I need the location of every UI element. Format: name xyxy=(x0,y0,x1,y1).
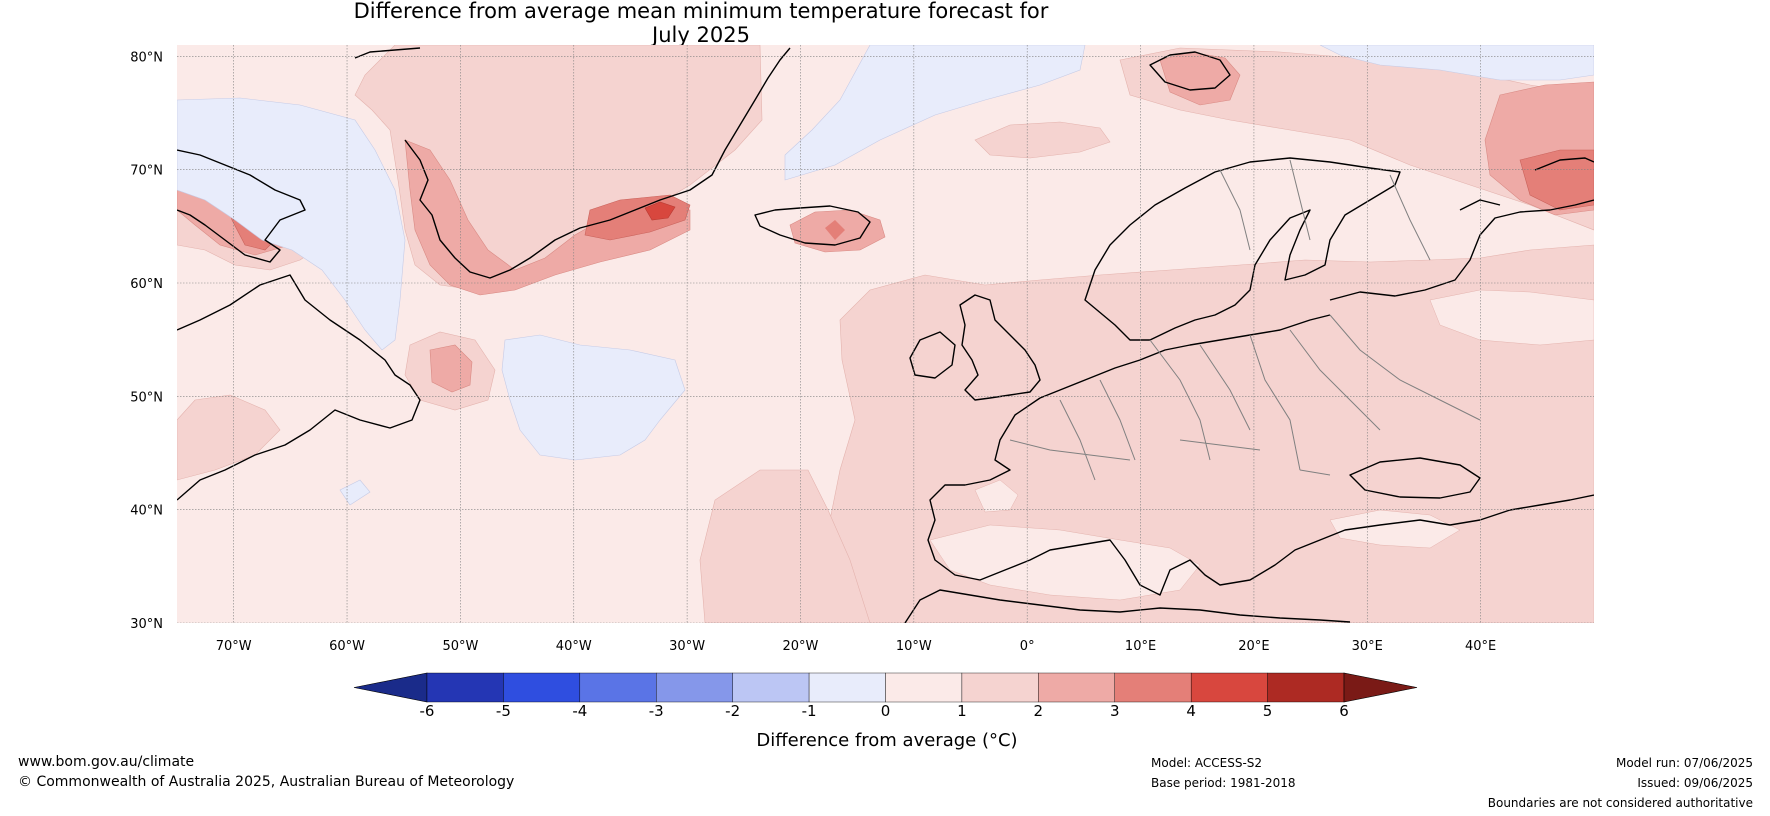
coastline-baffin xyxy=(177,149,306,263)
lon-label: 60°W xyxy=(329,639,365,654)
anomaly-hot-greenland-south xyxy=(404,139,691,296)
website-text: www.bom.gov.au/climate xyxy=(18,754,195,770)
anomaly-mild-iberia xyxy=(974,479,1019,513)
lon-label: 40°W xyxy=(556,639,592,654)
lon-label: 20°W xyxy=(783,639,819,654)
colorbar-tick-label: -3 xyxy=(649,702,664,720)
lon-label: 40°E xyxy=(1465,639,1496,654)
colorbar-extend-high xyxy=(1343,672,1418,703)
anomaly-hot-labrador xyxy=(429,344,473,393)
coastline-ireland xyxy=(909,331,956,379)
border-lines xyxy=(1009,159,1481,481)
coastline-africa xyxy=(904,589,1351,623)
anomaly-hottest-greenland xyxy=(644,201,676,221)
coastline-novaya-zemlya xyxy=(1459,157,1594,211)
colorbar-tick-label: -4 xyxy=(572,702,587,720)
country-borders xyxy=(1009,159,1481,481)
colorbar-tick-label: -5 xyxy=(496,702,511,720)
anomaly-mild-mediterranean xyxy=(929,524,1201,601)
copyright-text: © Commonwealth of Australia 2025, Austra… xyxy=(18,774,515,790)
colorbar-tick-label: 3 xyxy=(1110,702,1120,720)
colorbar-segment xyxy=(426,672,504,703)
colorbar: -6 -5 -4 -3 -2 -1 0 1 2 3 4 5 6 xyxy=(353,672,1418,720)
colorbar-tick-label: -1 xyxy=(802,702,817,720)
map-area xyxy=(177,45,1594,623)
lon-label: 0° xyxy=(1020,639,1035,654)
longitude-labels: 70°W 60°W 50°W 40°W 30°W 20°W 10°W 0° 10°E 20°E 30… xyxy=(216,639,1497,654)
lon-label: 30°E xyxy=(1352,639,1383,654)
colorbar-segment xyxy=(885,672,963,703)
anomaly-mild-turkey xyxy=(1329,509,1461,549)
coastline-scandinavia xyxy=(1084,157,1401,341)
anomaly-region-atlantic xyxy=(699,469,871,623)
lat-label: 40°N xyxy=(130,504,163,519)
colorbar-segment xyxy=(961,672,1039,703)
lat-label: 50°N xyxy=(130,390,163,405)
anomaly-region-norwegian xyxy=(974,121,1111,159)
colorbar-tick-label: 1 xyxy=(957,702,967,720)
lon-label: 20°E xyxy=(1238,639,1269,654)
colorbar-segment xyxy=(1190,672,1268,703)
coastline-svalbard xyxy=(1149,51,1231,91)
anomaly-cool-central-atlantic xyxy=(501,334,686,461)
coastline-finland-russia xyxy=(1329,199,1594,301)
anomaly-cool-greenland-sea xyxy=(784,45,1086,181)
anomaly-region-arctic-ne xyxy=(1119,47,1594,231)
colorbar-segment xyxy=(1038,672,1115,703)
base-period-text: Base period: 1981-2018 xyxy=(1151,776,1296,790)
colorbar-segment xyxy=(656,672,733,703)
lon-label: 50°W xyxy=(442,639,478,654)
colorbar-tick-label: -6 xyxy=(420,702,435,720)
colorbar-title: Difference from average (°C) xyxy=(756,730,1018,751)
coastline-black-sea xyxy=(1349,457,1481,499)
colorbar-segment xyxy=(808,672,886,703)
coastline-labrador xyxy=(177,274,421,501)
map-title: Difference from average mean minimum tem… xyxy=(0,0,1402,47)
anomaly-hotter-barents xyxy=(1519,149,1594,211)
lon-label: 70°W xyxy=(216,639,252,654)
colorbar-segment xyxy=(732,672,810,703)
lon-label: 10°W xyxy=(896,639,932,654)
gridlines xyxy=(177,45,1594,623)
colorbar-segment xyxy=(503,672,581,703)
lat-label: 80°N xyxy=(130,50,163,65)
anomaly-region-labrador xyxy=(177,394,281,481)
colorbar-tick-label: 0 xyxy=(881,702,891,720)
coastlines xyxy=(177,47,1594,623)
coastline-greenland xyxy=(354,47,791,279)
issued-text: Issued: 09/06/2025 xyxy=(1637,776,1753,790)
map-title-line1: Difference from average mean minimum tem… xyxy=(353,0,1049,23)
lon-label: 30°W xyxy=(669,639,705,654)
map-title-line2: July 2025 xyxy=(652,23,750,47)
coastline-britain xyxy=(959,294,1041,401)
colorbar-tick-label: 2 xyxy=(1034,702,1044,720)
colorbar-segment xyxy=(579,672,657,703)
colorbar-tick-label: 4 xyxy=(1186,702,1196,720)
colorbar-tick-label: 6 xyxy=(1339,702,1349,720)
colorbar-segment xyxy=(1114,672,1192,703)
coastline-iceland xyxy=(754,205,871,246)
anomaly-cool-arctic-east xyxy=(1319,45,1594,81)
latitude-labels: 80°N 70°N 60°N 50°N 40°N 30°N xyxy=(130,50,163,632)
model-run-text: Model run: 07/06/2025 xyxy=(1615,756,1753,770)
colorbar-tick-label: -2 xyxy=(725,702,740,720)
colorbar-tick-label: 5 xyxy=(1263,702,1273,720)
colorbar-extend-low xyxy=(353,672,428,703)
lat-label: 30°N xyxy=(130,617,163,632)
anomaly-mild-russia xyxy=(1429,289,1594,346)
colorbar-segment xyxy=(1267,672,1345,703)
disclaimer-text: Boundaries are not considered authoritat… xyxy=(1487,796,1753,810)
anomaly-cool-davis-strait xyxy=(177,97,406,351)
coastline-europe-mainland xyxy=(927,314,1594,596)
anomaly-cool-newfoundland-spot xyxy=(339,479,371,506)
lat-label: 60°N xyxy=(130,277,163,292)
model-text: Model: ACCESS-S2 xyxy=(1151,756,1263,770)
lat-label: 70°N xyxy=(130,164,163,179)
lon-label: 10°E xyxy=(1125,639,1156,654)
anomaly-hottest-iceland xyxy=(825,220,845,240)
